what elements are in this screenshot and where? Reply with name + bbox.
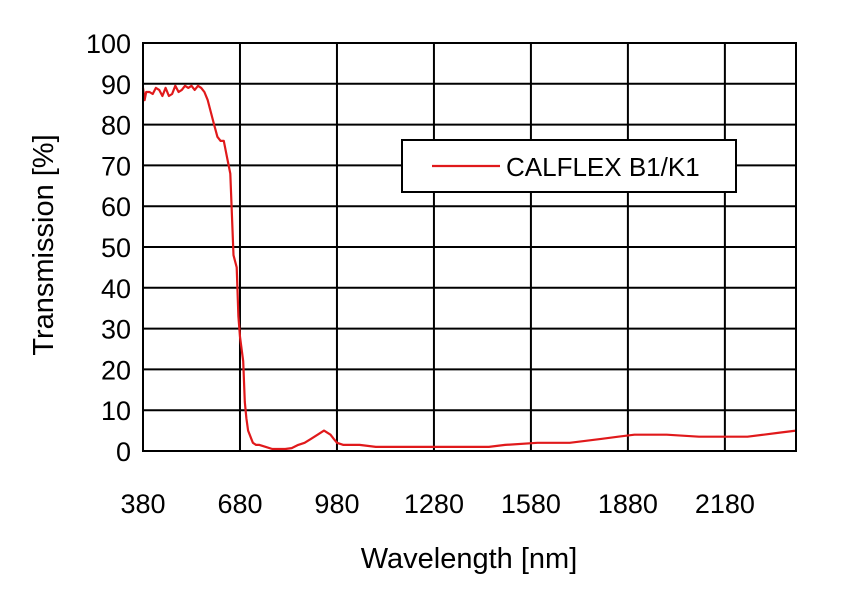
x-tick-label: 1580	[501, 489, 561, 519]
y-tick-label: 20	[101, 355, 131, 385]
series-group	[141, 84, 797, 451]
plot-frame	[142, 42, 797, 452]
y-tick-label: 0	[116, 437, 131, 467]
x-tick-labels: 380 680 980 1280 1580 1880 2180	[120, 489, 754, 519]
y-tick-label: 70	[101, 151, 131, 181]
y-tick-label: 100	[86, 29, 131, 59]
y-tick-label: 80	[101, 111, 131, 141]
y-tick-label: 30	[101, 315, 131, 345]
y-axis-title: Transmission [%]	[28, 134, 60, 355]
x-tick-label: 680	[217, 489, 262, 519]
x-tick-label: 980	[314, 489, 359, 519]
x-tick-label: 1280	[404, 489, 464, 519]
x-axis-title: Wavelength [nm]	[361, 543, 578, 575]
legend: CALFLEX B1/K1	[401, 139, 737, 193]
grid	[142, 42, 796, 452]
y-tick-label: 60	[101, 192, 131, 222]
x-tick-label: 1880	[598, 489, 658, 519]
y-tick-label: 10	[101, 396, 131, 426]
series-line	[141, 84, 797, 451]
y-tick-label: 40	[101, 274, 131, 304]
x-tick-label: 380	[120, 489, 165, 519]
y-tick-label: 50	[101, 233, 131, 263]
legend-label: CALFLEX B1/K1	[506, 152, 700, 182]
y-tick-labels: 0 10 20 30 40 50 60 70 80 90 100	[86, 29, 131, 467]
x-tick-label: 2180	[695, 489, 755, 519]
y-tick-label: 90	[101, 70, 131, 100]
